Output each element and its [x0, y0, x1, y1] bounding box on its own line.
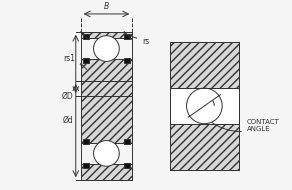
- Bar: [124, 163, 130, 168]
- Text: Ød: Ød: [63, 116, 74, 125]
- Bar: [81, 164, 132, 180]
- Bar: [190, 101, 195, 111]
- Bar: [124, 59, 130, 63]
- Text: CONTACT
ANGLE: CONTACT ANGLE: [212, 119, 280, 132]
- Bar: [83, 34, 89, 39]
- Text: rs: rs: [132, 36, 149, 46]
- Circle shape: [93, 141, 119, 166]
- Text: ØD: ØD: [62, 92, 74, 101]
- Bar: [217, 88, 239, 124]
- Bar: [83, 59, 89, 63]
- Bar: [124, 139, 130, 143]
- Circle shape: [93, 36, 119, 61]
- Circle shape: [187, 88, 222, 124]
- Bar: [81, 32, 132, 180]
- Bar: [170, 88, 239, 124]
- Bar: [170, 42, 239, 170]
- Text: B: B: [104, 2, 109, 11]
- Bar: [81, 32, 132, 38]
- Text: rs1: rs1: [63, 54, 81, 65]
- Bar: [213, 101, 218, 111]
- Bar: [124, 34, 130, 39]
- Bar: [81, 59, 132, 81]
- Bar: [83, 139, 89, 143]
- Bar: [170, 42, 239, 170]
- Bar: [83, 163, 89, 168]
- Bar: [81, 81, 132, 142]
- Bar: [170, 88, 192, 124]
